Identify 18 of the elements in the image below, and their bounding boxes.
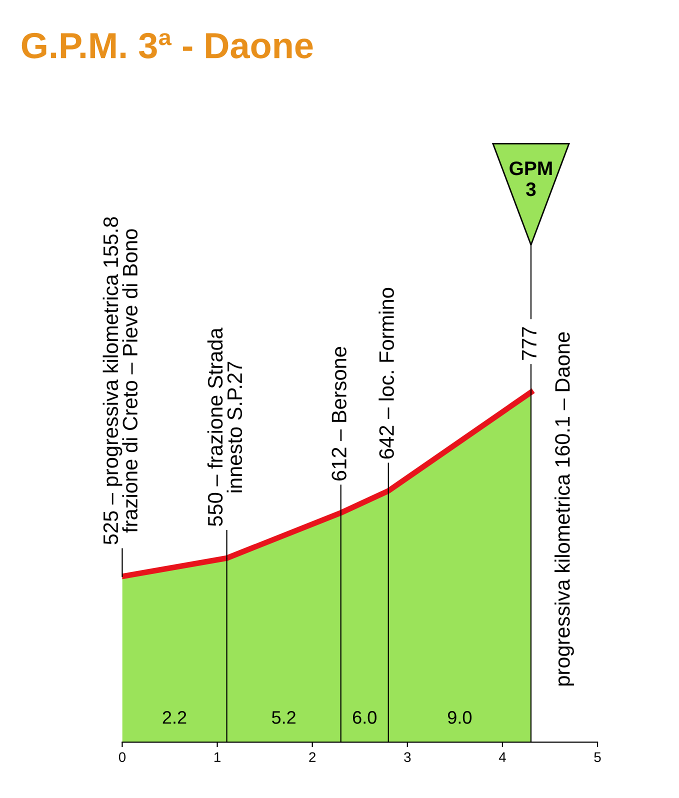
x-tick-label: 4 [498,752,506,762]
x-tick-label: 5 [594,752,601,762]
chart-title: G.P.M. 3ª - Daone [22,32,313,58]
x-tick-label: 1 [214,752,220,762]
x-tick-label: 0 [118,752,126,762]
annotation: 6.0 [352,711,376,724]
annotation: 2.2 [162,711,186,724]
data-label: 642 – loc. Formino [378,288,394,459]
x-tick-label: 3 [404,752,411,762]
annotation: 5.2 [272,711,296,724]
data-label: 550 – frazione Strada innesto S.P.27 [207,328,242,526]
data-label: 612 – Bersone [332,346,346,480]
annotation: 9.0 [448,711,472,724]
data-label: 525 – progressiva kilometrica 155.8 frazione di Creto – Pieve di Bono [102,217,138,544]
data-label: 777 [522,327,536,360]
x-tick-label: 2 [309,752,316,762]
annotation: progressiva kilometrica 160.1 – Daone [554,332,574,686]
text: GPM 3 [510,161,552,196]
